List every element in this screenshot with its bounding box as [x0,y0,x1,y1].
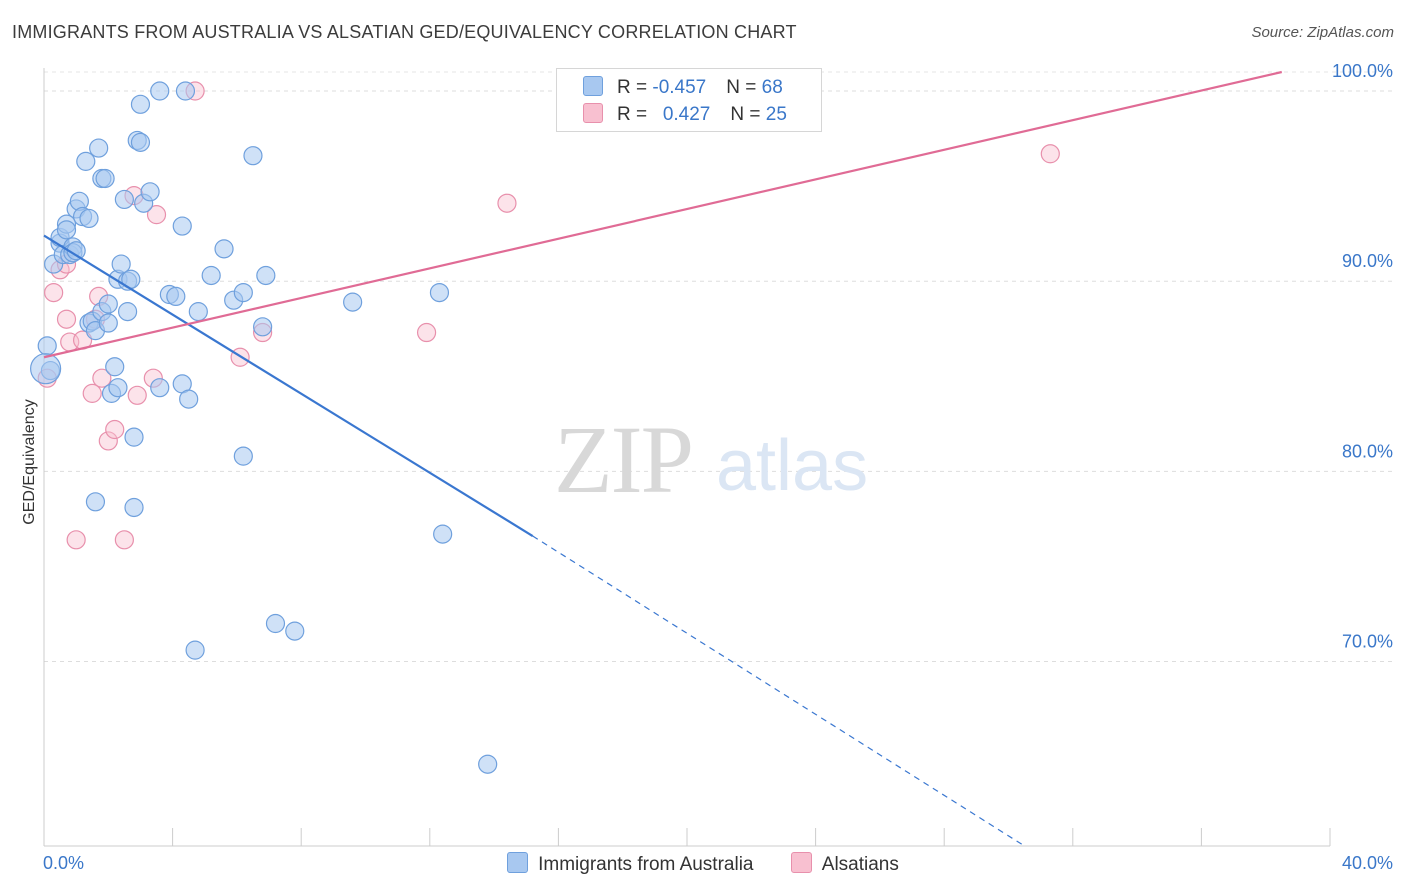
x-tick-max: 40.0% [1342,853,1393,873]
data-point [124,497,144,518]
data-point [76,151,96,171]
data-point [130,94,151,114]
y-tick-label: 100.0% [1332,61,1393,81]
watermark-atlas: atlas [716,426,868,506]
legend-n-label: N = [726,77,762,98]
legend-item-australia: Immigrants from Australia [507,852,754,876]
legend-swatch-pink [583,103,603,123]
legend-n-value: 68 [761,77,783,98]
data-point [214,239,234,259]
y-tick-labels: 100.0% 90.0% 80.0% 70.0% [1332,61,1393,652]
legend-n-value: 25 [765,104,787,125]
data-point [114,530,134,550]
data-point [108,378,128,398]
series-australia-points [30,81,498,774]
data-point [150,81,170,101]
data-point [233,446,253,466]
data-point [201,265,221,286]
y-tick-label: 90.0% [1342,251,1393,271]
data-point [243,146,263,166]
trend-line [43,70,1283,359]
legend-row-alsatians: R = 0.427 N = 25 [583,103,787,127]
data-point [416,322,437,343]
chart-title: IMMIGRANTS FROM AUSTRALIA VS ALSATIAN GE… [12,22,797,42]
trend-line [43,234,534,537]
data-point [92,368,112,388]
data-point [256,265,276,286]
data-point [478,754,498,774]
legend-label-australia: Immigrants from Australia [538,854,754,875]
legend-r-value: 0.427 [662,104,711,125]
y-tick-label: 80.0% [1342,441,1393,461]
data-point [343,292,363,312]
data-point [433,524,453,544]
data-point [30,353,62,385]
data-point [146,205,167,225]
data-point [497,193,517,213]
data-point [98,313,118,333]
data-point [95,168,115,189]
x-tick-min: 0.0% [43,853,84,873]
legend-r-label: R = [617,77,653,98]
axes [43,68,1331,847]
data-point [66,530,86,550]
data-point [150,378,170,398]
data-point [265,613,286,634]
data-point [111,254,131,274]
data-point [82,383,102,403]
legend-r-label: R = [617,104,653,125]
legend-n-label: N = [730,104,766,125]
watermark-zip: ZIP [554,406,692,513]
data-point [79,208,99,229]
legend-r-value: -0.457 [652,77,707,98]
data-point [127,385,147,405]
data-point [98,294,118,314]
data-point [1040,144,1060,164]
chart-source: Source: ZipAtlas.com [1251,24,1394,41]
data-point [188,302,208,322]
data-point [105,357,125,377]
data-point [179,389,199,409]
data-point [44,282,64,303]
data-point [114,189,134,210]
data-point [166,286,186,307]
data-point [89,138,109,158]
legend-swatch-blue [507,852,529,873]
data-point [124,427,144,447]
data-point [130,132,151,152]
data-point [285,621,305,641]
series-legend: Immigrants from Australia Alsatians [0,852,1406,876]
data-point [37,336,57,356]
trend-lines [43,70,1283,847]
trend-line-extension [532,535,1025,847]
data-point [233,282,253,303]
data-point [85,492,106,512]
data-point [175,81,196,101]
data-point [105,419,125,440]
legend-item-alsatians: Alsatians [790,852,899,876]
legend-label-alsatians: Alsatians [821,854,899,875]
data-point [98,431,118,451]
correlation-legend: R = -0.457 N = 68 R = 0.427 N = 25 [556,68,822,132]
legend-row-australia: R = -0.457 N = 68 [583,76,783,100]
data-point [429,282,450,303]
data-point [117,302,138,322]
data-point [56,220,77,240]
y-tick-label: 70.0% [1342,632,1393,652]
data-point [140,182,160,202]
legend-swatch-pink [790,852,812,873]
data-point [185,640,205,660]
data-point [253,317,273,337]
data-point [172,216,192,236]
data-point [56,309,77,329]
legend-swatch-blue [583,76,603,96]
